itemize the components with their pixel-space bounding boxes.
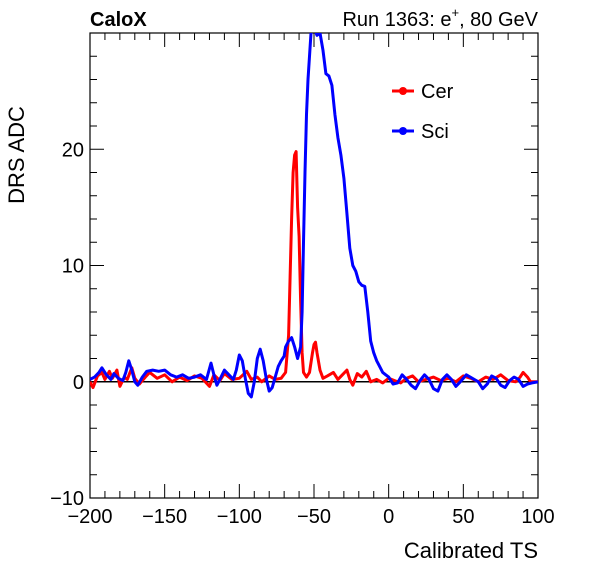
y-tick-label: 20 <box>62 139 84 161</box>
series-line-cer <box>90 150 538 390</box>
x-axis-ticks: −200 −150 −100 −50 0 50 100 <box>67 33 555 528</box>
y-axis-title: DRS ADC <box>4 106 29 204</box>
run-info-superscript: + <box>451 5 459 20</box>
legend-marker-sci <box>399 127 407 135</box>
run-info-suffix: , 80 GeV <box>459 9 539 31</box>
run-info-label: Run 1363: e+, 80 GeV <box>342 5 538 31</box>
x-axis-title: Calibrated TS <box>404 538 538 563</box>
x-tick-label: −50 <box>297 506 331 528</box>
legend-label-sci: Sci <box>421 121 449 143</box>
y-tick-label: 0 <box>73 372 84 394</box>
experiment-label: CaloX <box>90 9 147 31</box>
legend-label-cer: Cer <box>421 81 454 103</box>
series-line-sci <box>90 33 538 399</box>
x-tick-label: 0 <box>383 506 394 528</box>
series-layer <box>90 33 538 399</box>
y-tick-label: −10 <box>50 488 84 510</box>
legend-marker-cer <box>399 87 407 95</box>
y-tick-label: 10 <box>62 256 84 278</box>
x-tick-label: 50 <box>452 506 474 528</box>
y-axis-ticks: −10 0 10 20 <box>50 32 538 510</box>
x-tick-label: −100 <box>217 506 262 528</box>
x-tick-label: 100 <box>521 506 554 528</box>
x-tick-label: −150 <box>142 506 187 528</box>
legend: Cer Sci <box>392 81 454 143</box>
run-info-prefix: Run 1363: e <box>342 9 451 31</box>
plot-frame <box>89 32 539 499</box>
x-tick-label: −200 <box>67 506 112 528</box>
